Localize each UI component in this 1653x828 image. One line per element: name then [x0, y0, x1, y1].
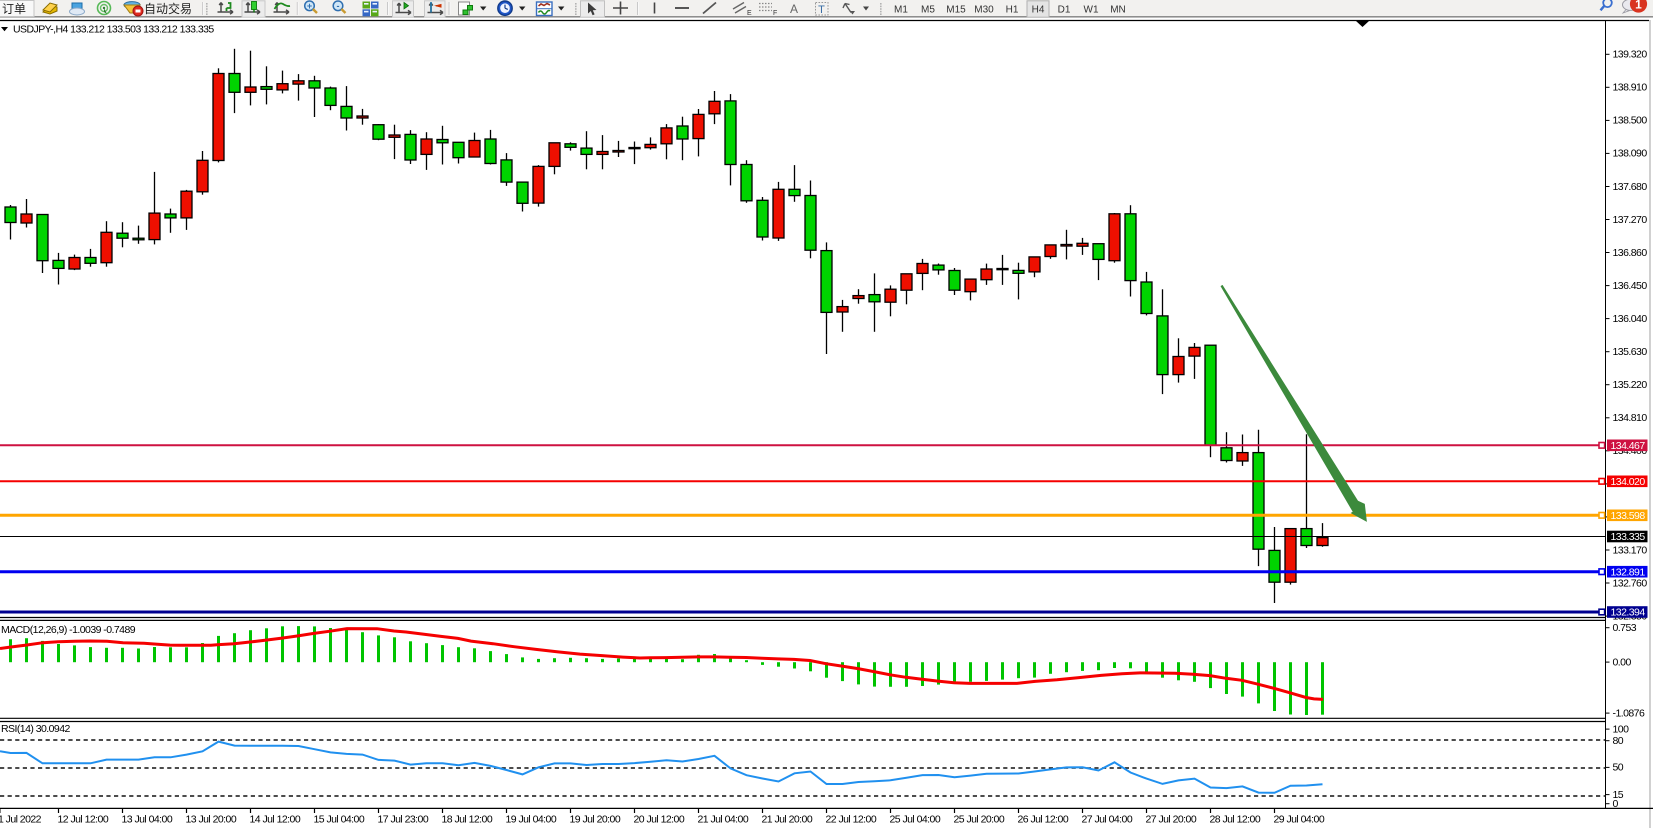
svg-text:135.630: 135.630: [1613, 346, 1648, 358]
svg-text:132.394: 132.394: [1611, 607, 1646, 619]
svg-text:20 Jul 12:00: 20 Jul 12:00: [634, 814, 685, 826]
svg-text:0.753: 0.753: [1613, 622, 1637, 634]
svg-text:F: F: [773, 10, 777, 17]
svg-text:25 Jul 04:00: 25 Jul 04:00: [890, 814, 941, 826]
svg-text:133.170: 133.170: [1613, 544, 1648, 556]
svg-text:0.00: 0.00: [1613, 656, 1632, 668]
svg-text:27 Jul 20:00: 27 Jul 20:00: [1146, 814, 1197, 826]
svg-text:132.760: 132.760: [1613, 577, 1648, 589]
svg-text:136.450: 136.450: [1613, 280, 1648, 292]
svg-text:135.220: 135.220: [1613, 379, 1648, 391]
svg-text:134.810: 134.810: [1613, 412, 1648, 424]
svg-text:17 Jul 23:00: 17 Jul 23:00: [378, 814, 429, 826]
svg-text:15: 15: [1613, 789, 1624, 801]
svg-text:19 Jul 20:00: 19 Jul 20:00: [570, 814, 621, 826]
svg-text:134.020: 134.020: [1611, 476, 1646, 488]
svg-text:RSI(14) 30.0942: RSI(14) 30.0942: [1, 723, 71, 735]
svg-text:USDJPY-,H4 133.212 133.503 13: USDJPY-,H4 133.212 133.503 133.212 133.3…: [13, 24, 214, 36]
svg-text:22 Jul 12:00: 22 Jul 12:00: [826, 814, 877, 826]
svg-text:自动交易: 自动交易: [144, 1, 192, 16]
svg-text:H4: H4: [1032, 5, 1045, 16]
svg-text:12 Jul 12:00: 12 Jul 12:00: [58, 814, 109, 826]
svg-text:26 Jul 12:00: 26 Jul 12:00: [1018, 814, 1069, 826]
svg-text:H1: H1: [1006, 5, 1019, 16]
svg-text:136.860: 136.860: [1613, 247, 1648, 259]
svg-text:M1: M1: [894, 5, 908, 16]
svg-text:133.598: 133.598: [1611, 510, 1646, 522]
svg-text:MN: MN: [1110, 5, 1126, 16]
svg-text:138.910: 138.910: [1613, 82, 1648, 94]
svg-text:18 Jul 12:00: 18 Jul 12:00: [442, 814, 493, 826]
svg-text:+: +: [307, 1, 312, 11]
svg-text:19 Jul 04:00: 19 Jul 04:00: [506, 814, 557, 826]
svg-text:25 Jul 20:00: 25 Jul 20:00: [954, 814, 1005, 826]
svg-text:134.467: 134.467: [1611, 440, 1646, 452]
svg-text:50: 50: [1613, 762, 1624, 774]
svg-text:订单: 订单: [2, 2, 26, 16]
svg-text:138.500: 138.500: [1613, 115, 1648, 127]
svg-text:137.680: 137.680: [1613, 181, 1648, 193]
svg-text:80: 80: [1613, 735, 1624, 747]
svg-text:14 Jul 12:00: 14 Jul 12:00: [250, 814, 301, 826]
svg-text:M30: M30: [974, 5, 994, 16]
svg-text:15 Jul 04:00: 15 Jul 04:00: [314, 814, 365, 826]
svg-text:137.270: 137.270: [1613, 214, 1648, 226]
svg-text:A: A: [790, 2, 798, 16]
svg-text:M15: M15: [946, 5, 966, 16]
svg-text:28 Jul 12:00: 28 Jul 12:00: [1210, 814, 1261, 826]
svg-text:133.335: 133.335: [1611, 531, 1646, 543]
svg-text:1: 1: [1635, 0, 1642, 12]
svg-text:21 Jul 04:00: 21 Jul 04:00: [698, 814, 749, 826]
svg-text:D1: D1: [1058, 5, 1071, 16]
svg-text:W1: W1: [1084, 5, 1099, 16]
svg-text:132.891: 132.891: [1611, 566, 1646, 578]
svg-text:21 Jul 20:00: 21 Jul 20:00: [762, 814, 813, 826]
svg-text:E: E: [747, 10, 752, 17]
svg-text:T: T: [818, 4, 825, 16]
svg-text:M5: M5: [921, 5, 935, 16]
svg-text:11 Jul 2022: 11 Jul 2022: [0, 814, 42, 826]
svg-text:0: 0: [1613, 798, 1619, 810]
svg-text:27 Jul 04:00: 27 Jul 04:00: [1082, 814, 1133, 826]
svg-text:-: -: [337, 1, 340, 11]
svg-text:138.090: 138.090: [1613, 148, 1648, 160]
svg-text:MACD(12,26,9) -1.0039 -0.7489: MACD(12,26,9) -1.0039 -0.7489: [1, 624, 136, 636]
svg-text:-1.0876: -1.0876: [1613, 707, 1645, 719]
svg-text:100: 100: [1613, 723, 1630, 735]
svg-text:13 Jul 04:00: 13 Jul 04:00: [122, 814, 173, 826]
svg-text:139.320: 139.320: [1613, 49, 1648, 61]
svg-text:29 Jul 04:00: 29 Jul 04:00: [1274, 814, 1325, 826]
svg-text:13 Jul 20:00: 13 Jul 20:00: [186, 814, 237, 826]
svg-text:136.040: 136.040: [1613, 313, 1648, 325]
